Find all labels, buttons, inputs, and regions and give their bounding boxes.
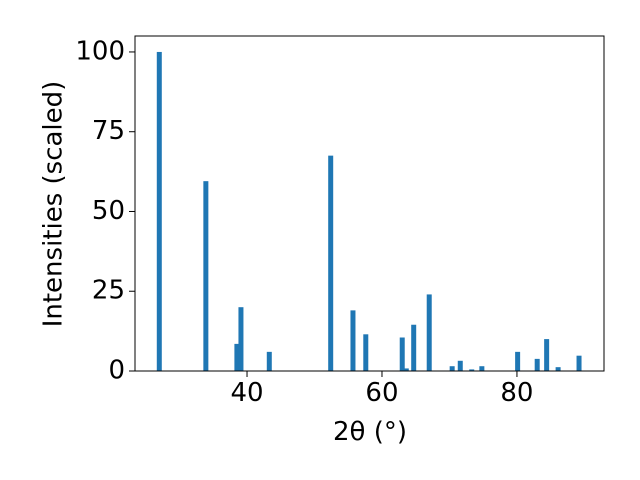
bar <box>457 360 463 371</box>
bar <box>328 155 334 371</box>
bar <box>203 181 209 371</box>
bar <box>238 307 244 371</box>
bar <box>403 368 409 371</box>
bar <box>266 351 272 371</box>
bar <box>411 324 417 371</box>
bar <box>363 334 369 371</box>
bar <box>234 343 240 371</box>
bar <box>479 366 485 371</box>
y-tick-label: 25 <box>92 276 125 306</box>
bar <box>555 367 561 371</box>
bar <box>544 339 550 371</box>
bar <box>515 351 521 371</box>
bar <box>534 358 540 371</box>
x-tick-label: 60 <box>365 378 398 408</box>
y-axis-label: Intensities (scaled) <box>39 81 69 328</box>
y-tick-label: 75 <box>92 116 125 146</box>
bar <box>449 366 455 371</box>
bar <box>576 355 582 371</box>
x-axis-label: 2θ (°) <box>333 417 407 447</box>
bar <box>469 369 475 371</box>
bar <box>350 310 356 371</box>
y-tick-label: 50 <box>92 196 125 226</box>
y-tick-label: 0 <box>108 356 125 386</box>
x-tick-label: 40 <box>230 378 263 408</box>
bar <box>156 51 162 371</box>
y-tick-label: 100 <box>75 36 125 66</box>
x-tick-label: 80 <box>500 378 533 408</box>
bar <box>399 337 405 371</box>
bar <box>426 294 432 371</box>
plot-frame <box>134 35 605 372</box>
